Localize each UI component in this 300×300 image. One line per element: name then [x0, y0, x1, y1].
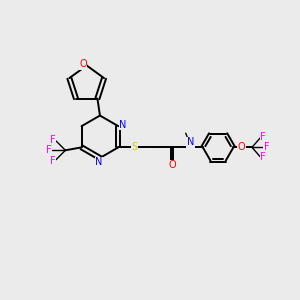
Text: O: O	[168, 160, 176, 170]
Text: O: O	[79, 59, 87, 69]
Text: F: F	[260, 132, 266, 142]
Text: F: F	[46, 145, 51, 155]
Text: F: F	[50, 135, 56, 145]
Text: N: N	[187, 137, 194, 147]
Text: F: F	[260, 152, 266, 162]
Text: F: F	[264, 142, 269, 152]
Text: O: O	[238, 142, 245, 152]
Text: F: F	[50, 156, 56, 166]
Text: N: N	[119, 120, 127, 130]
Text: N: N	[95, 158, 103, 167]
Text: S: S	[131, 142, 138, 152]
